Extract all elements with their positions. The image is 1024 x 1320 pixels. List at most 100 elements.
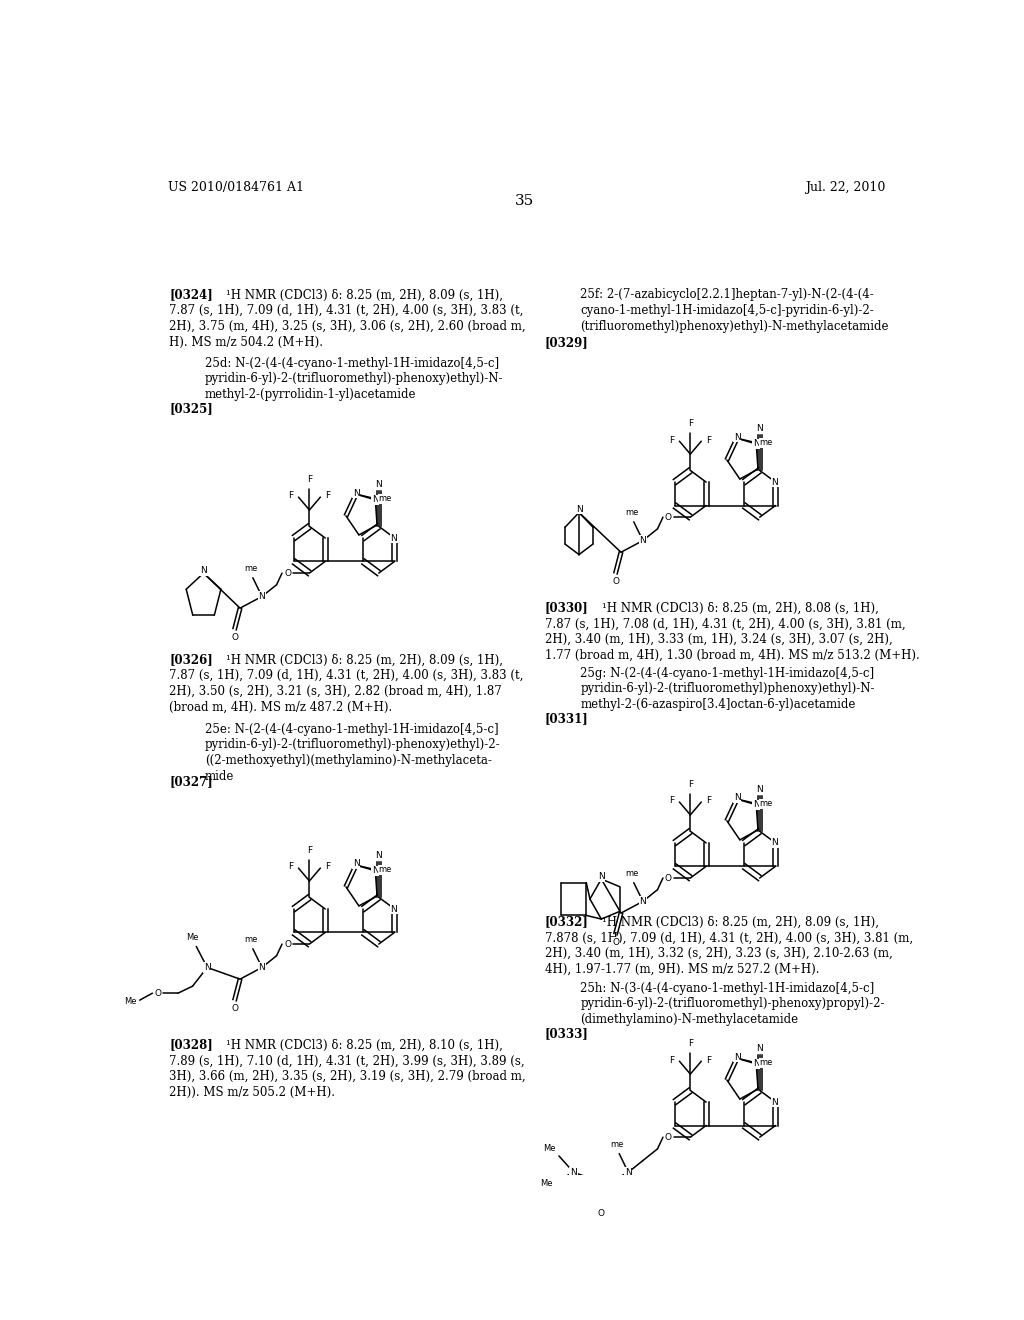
Text: O: O: [612, 937, 620, 946]
Text: me: me: [626, 508, 639, 517]
Text: F: F: [688, 780, 693, 789]
Text: 1.77 (broad m, 4H), 1.30 (broad m, 4H). MS m/z 513.2 (M+H).: 1.77 (broad m, 4H), 1.30 (broad m, 4H). …: [545, 649, 920, 661]
Text: N: N: [259, 591, 265, 601]
Text: Me: Me: [124, 997, 137, 1006]
Text: [0332]: [0332]: [545, 916, 589, 928]
Text: me: me: [626, 869, 639, 878]
Text: ¹H NMR (CDCl3) δ: 8.25 (m, 2H), 8.09 (s, 1H),: ¹H NMR (CDCl3) δ: 8.25 (m, 2H), 8.09 (s,…: [226, 289, 504, 301]
Text: O: O: [231, 632, 239, 642]
Text: US 2010/0184761 A1: US 2010/0184761 A1: [168, 181, 304, 194]
Text: 2H), 3.40 (m, 1H), 3.33 (m, 1H), 3.24 (s, 3H), 3.07 (s, 2H),: 2H), 3.40 (m, 1H), 3.33 (m, 1H), 3.24 (s…: [545, 634, 892, 645]
Text: 7.87 (s, 1H), 7.09 (d, 1H), 4.31 (t, 2H), 4.00 (s, 3H), 3.83 (t,: 7.87 (s, 1H), 7.09 (d, 1H), 4.31 (t, 2H)…: [169, 669, 523, 682]
Text: ¹H NMR (CDCl3) δ: 8.25 (m, 2H), 8.10 (s, 1H),: ¹H NMR (CDCl3) δ: 8.25 (m, 2H), 8.10 (s,…: [226, 1039, 503, 1052]
Text: Me: Me: [544, 1144, 556, 1154]
Text: N: N: [204, 964, 211, 972]
Text: 2H)). MS m/z 505.2 (M+H).: 2H)). MS m/z 505.2 (M+H).: [169, 1086, 335, 1098]
Text: N: N: [625, 1168, 632, 1176]
Text: [0329]: [0329]: [545, 337, 589, 350]
Text: F: F: [307, 475, 312, 484]
Text: N: N: [640, 896, 646, 906]
Text: (trifluoromethyl)phenoxy)ethyl)-N-methylacetamide: (trifluoromethyl)phenoxy)ethyl)-N-methyl…: [581, 319, 889, 333]
Text: me: me: [379, 495, 392, 503]
Text: N: N: [352, 488, 359, 498]
Text: N: N: [771, 478, 778, 487]
Text: 4H), 1.97-1.77 (m, 9H). MS m/z 527.2 (M+H).: 4H), 1.97-1.77 (m, 9H). MS m/z 527.2 (M+…: [545, 962, 819, 975]
Text: [0331]: [0331]: [545, 713, 589, 725]
Text: O: O: [284, 940, 291, 949]
Text: (broad m, 4H). MS m/z 487.2 (M+H).: (broad m, 4H). MS m/z 487.2 (M+H).: [169, 701, 392, 714]
Text: ¹H NMR (CDCl3) δ: 8.25 (m, 2H), 8.08 (s, 1H),: ¹H NMR (CDCl3) δ: 8.25 (m, 2H), 8.08 (s,…: [602, 602, 879, 615]
Text: 7.89 (s, 1H), 7.10 (d, 1H), 4.31 (t, 2H), 3.99 (s, 3H), 3.89 (s,: 7.89 (s, 1H), 7.10 (d, 1H), 4.31 (t, 2H)…: [169, 1055, 525, 1068]
Text: 2H), 3.75 (m, 4H), 3.25 (s, 3H), 3.06 (s, 2H), 2.60 (broad m,: 2H), 3.75 (m, 4H), 3.25 (s, 3H), 3.06 (s…: [169, 319, 526, 333]
Text: N: N: [757, 1044, 763, 1053]
Text: N: N: [200, 566, 207, 576]
Text: N: N: [570, 1168, 577, 1176]
Text: ((2-methoxyethyl)(methylamino)-N-methylaceta-: ((2-methoxyethyl)(methylamino)-N-methyla…: [205, 754, 492, 767]
Text: N: N: [757, 784, 763, 793]
Text: F: F: [706, 1056, 711, 1064]
Text: methyl-2-(pyrrolidin-1-yl)acetamide: methyl-2-(pyrrolidin-1-yl)acetamide: [205, 388, 417, 401]
Text: N: N: [733, 1052, 740, 1061]
Text: F: F: [325, 491, 330, 500]
Text: O: O: [665, 874, 672, 883]
Text: pyridin-6-yl)-2-(trifluoromethyl)phenoxy)ethyl)-N-: pyridin-6-yl)-2-(trifluoromethyl)phenoxy…: [581, 682, 874, 696]
Text: F: F: [706, 436, 711, 445]
Text: me: me: [760, 438, 773, 447]
Text: N: N: [372, 495, 379, 504]
Text: F: F: [325, 862, 330, 871]
Text: N: N: [733, 793, 740, 803]
Text: pyridin-6-yl)-2-(trifluoromethyl)-phenoxy)ethyl)-N-: pyridin-6-yl)-2-(trifluoromethyl)-phenox…: [205, 372, 504, 385]
Text: F: F: [706, 796, 711, 805]
Text: me: me: [610, 1139, 624, 1148]
Text: F: F: [688, 1039, 693, 1048]
Text: [0333]: [0333]: [545, 1027, 589, 1040]
Text: 2H), 3.50 (s, 2H), 3.21 (s, 3H), 2.82 (broad m, 4H), 1.87: 2H), 3.50 (s, 2H), 3.21 (s, 3H), 2.82 (b…: [169, 685, 502, 698]
Text: pyridin-6-yl)-2-(trifluoromethyl)-phenoxy)propyl)-2-: pyridin-6-yl)-2-(trifluoromethyl)-phenox…: [581, 998, 885, 1010]
Text: O: O: [597, 1209, 604, 1217]
Text: O: O: [612, 577, 620, 586]
Text: 25g: N-(2-(4-(4-cyano-1-methyl-1H-imidazo[4,5-c]: 25g: N-(2-(4-(4-cyano-1-methyl-1H-imidaz…: [581, 667, 874, 680]
Text: 25f: 2-(7-azabicyclo[2.2.1]heptan-7-yl)-N-(2-(4-(4-: 25f: 2-(7-azabicyclo[2.2.1]heptan-7-yl)-…: [581, 289, 874, 301]
Text: [0325]: [0325]: [169, 403, 213, 416]
Text: N: N: [390, 904, 397, 913]
Text: Me: Me: [540, 1180, 552, 1188]
Text: ¹H NMR (CDCl3) δ: 8.25 (m, 2H), 8.09 (s, 1H),: ¹H NMR (CDCl3) δ: 8.25 (m, 2H), 8.09 (s,…: [602, 916, 879, 928]
Text: N: N: [757, 424, 763, 433]
Text: [0324]: [0324]: [169, 289, 213, 301]
Text: cyano-1-methyl-1H-imidazo[4,5-c]-pyridin-6-yl)-2-: cyano-1-methyl-1H-imidazo[4,5-c]-pyridin…: [581, 304, 874, 317]
Text: N: N: [390, 533, 397, 543]
Text: N: N: [753, 1060, 760, 1068]
Text: F: F: [670, 1056, 675, 1064]
Text: N: N: [753, 800, 760, 809]
Text: N: N: [259, 964, 265, 972]
Text: 2H), 3.40 (m, 1H), 3.32 (s, 2H), 3.23 (s, 3H), 2.10-2.63 (m,: 2H), 3.40 (m, 1H), 3.32 (s, 2H), 3.23 (s…: [545, 948, 892, 960]
Text: N: N: [598, 873, 605, 882]
Text: ¹H NMR (CDCl3) δ: 8.25 (m, 2H), 8.09 (s, 1H),: ¹H NMR (CDCl3) δ: 8.25 (m, 2H), 8.09 (s,…: [226, 653, 504, 667]
Text: (dimethylamino)-N-methylacetamide: (dimethylamino)-N-methylacetamide: [581, 1014, 799, 1026]
Text: methyl-2-(6-azaspiro[3.4]octan-6-yl)acetamide: methyl-2-(6-azaspiro[3.4]octan-6-yl)acet…: [581, 698, 856, 711]
Text: O: O: [284, 569, 291, 578]
Text: F: F: [670, 436, 675, 445]
Text: 35: 35: [515, 194, 535, 209]
Text: 7.87 (s, 1H), 7.09 (d, 1H), 4.31 (t, 2H), 4.00 (s, 3H), 3.83 (t,: 7.87 (s, 1H), 7.09 (d, 1H), 4.31 (t, 2H)…: [169, 304, 523, 317]
Text: N: N: [376, 479, 382, 488]
Text: me: me: [245, 564, 258, 573]
Text: [0328]: [0328]: [169, 1039, 213, 1052]
Text: 7.87 (s, 1H), 7.08 (d, 1H), 4.31 (t, 2H), 4.00 (s, 3H), 3.81 (m,: 7.87 (s, 1H), 7.08 (d, 1H), 4.31 (t, 2H)…: [545, 618, 905, 631]
Text: me: me: [760, 1059, 773, 1068]
Text: Me: Me: [186, 932, 199, 941]
Text: N: N: [753, 440, 760, 449]
Text: mide: mide: [205, 770, 234, 783]
Text: N: N: [352, 859, 359, 869]
Text: O: O: [155, 989, 162, 998]
Text: 7.878 (s, 1H), 7.09 (d, 1H), 4.31 (t, 2H), 4.00 (s, 3H), 3.81 (m,: 7.878 (s, 1H), 7.09 (d, 1H), 4.31 (t, 2H…: [545, 932, 912, 944]
Text: O: O: [231, 1005, 239, 1012]
Text: 25d: N-(2-(4-(4-cyano-1-methyl-1H-imidazo[4,5-c]: 25d: N-(2-(4-(4-cyano-1-methyl-1H-imidaz…: [205, 356, 499, 370]
Text: F: F: [307, 846, 312, 855]
Text: Jul. 22, 2010: Jul. 22, 2010: [806, 181, 886, 194]
Text: N: N: [771, 838, 778, 847]
Text: O: O: [665, 512, 672, 521]
Text: F: F: [688, 420, 693, 428]
Text: me: me: [760, 800, 773, 808]
Text: N: N: [771, 1098, 778, 1106]
